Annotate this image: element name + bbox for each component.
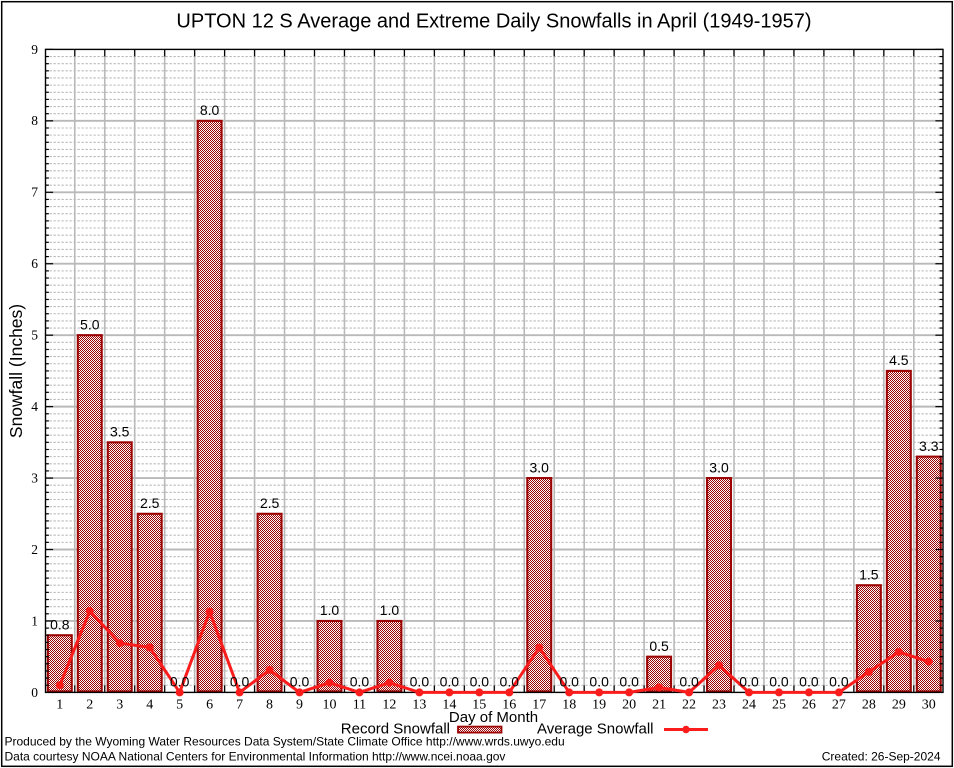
svg-text:0.0: 0.0 [829,674,849,690]
svg-text:3.5: 3.5 [110,424,130,440]
svg-text:2: 2 [31,542,38,557]
svg-text:17: 17 [532,697,546,712]
svg-text:13: 13 [412,697,426,712]
svg-text:8.0: 8.0 [200,102,220,118]
svg-text:9: 9 [31,42,38,57]
svg-text:0.0: 0.0 [769,674,789,690]
svg-text:0.0: 0.0 [410,674,430,690]
svg-text:0.0: 0.0 [799,674,819,690]
svg-text:5: 5 [31,328,38,343]
svg-text:25: 25 [772,697,786,712]
svg-text:Snowfall (Inches): Snowfall (Inches) [6,304,26,438]
svg-text:0.8: 0.8 [50,616,70,632]
svg-text:0.0: 0.0 [500,674,520,690]
svg-text:1: 1 [56,697,63,712]
svg-text:1.0: 1.0 [380,602,400,618]
svg-text:26: 26 [802,697,816,712]
svg-text:5: 5 [176,697,183,712]
svg-text:Record Snowfall: Record Snowfall [341,721,450,738]
svg-text:3.0: 3.0 [530,459,550,475]
svg-text:Produced by the Wyoming Water: Produced by the Wyoming Water Resources … [5,735,565,749]
svg-text:3: 3 [31,470,38,485]
svg-text:1: 1 [31,613,38,628]
svg-text:5.0: 5.0 [80,316,100,332]
svg-text:3.3: 3.3 [919,438,939,454]
svg-text:19: 19 [592,697,606,712]
svg-text:0.0: 0.0 [470,674,490,690]
svg-text:Day of Month: Day of Month [449,709,538,726]
svg-text:22: 22 [682,697,696,712]
svg-text:10: 10 [322,697,336,712]
svg-text:2.5: 2.5 [140,495,160,511]
svg-text:8: 8 [31,113,38,128]
svg-text:0.0: 0.0 [679,674,699,690]
svg-text:0.0: 0.0 [230,674,250,690]
svg-text:2.5: 2.5 [260,495,280,511]
svg-text:UPTON 12 S Average and Extreme: UPTON 12 S Average and Extreme Daily Sno… [176,11,811,33]
svg-text:4.5: 4.5 [889,352,909,368]
svg-text:1.5: 1.5 [859,566,879,582]
svg-text:4: 4 [31,399,38,414]
svg-text:0.0: 0.0 [440,674,460,690]
svg-text:3: 3 [116,697,123,712]
svg-text:0.0: 0.0 [589,674,609,690]
svg-text:30: 30 [922,697,936,712]
svg-text:0.0: 0.0 [619,674,639,690]
svg-text:16: 16 [502,697,516,712]
svg-text:7: 7 [31,185,38,200]
svg-text:28: 28 [862,697,876,712]
svg-text:0.0: 0.0 [290,674,310,690]
svg-text:24: 24 [742,697,756,712]
svg-text:1.0: 1.0 [320,602,340,618]
svg-text:11: 11 [353,697,366,712]
svg-text:9: 9 [296,697,303,712]
svg-text:15: 15 [472,697,486,712]
svg-text:21: 21 [652,697,666,712]
svg-text:Average Snowfall: Average Snowfall [537,721,653,738]
svg-text:4: 4 [146,697,153,712]
svg-text:3.0: 3.0 [709,459,729,475]
svg-text:18: 18 [562,697,576,712]
svg-text:0.0: 0.0 [350,674,370,690]
svg-text:8: 8 [266,697,273,712]
svg-text:Created: 26-Sep-2024: Created: 26-Sep-2024 [822,750,941,764]
svg-text:0.0: 0.0 [170,674,190,690]
svg-text:0.0: 0.0 [739,674,759,690]
svg-text:2: 2 [86,697,93,712]
svg-text:Data courtesy NOAA National Ce: Data courtesy NOAA National Centers for … [5,750,506,764]
svg-text:23: 23 [712,697,726,712]
svg-text:0: 0 [31,685,38,700]
svg-text:6: 6 [206,697,213,712]
svg-text:0.0: 0.0 [559,674,579,690]
svg-text:27: 27 [832,697,846,712]
svg-text:12: 12 [382,697,396,712]
svg-text:7: 7 [236,697,243,712]
svg-text:14: 14 [442,697,456,712]
svg-text:20: 20 [622,697,636,712]
svg-text:6: 6 [31,256,38,271]
svg-text:0.5: 0.5 [649,638,669,654]
svg-text:29: 29 [892,697,906,712]
